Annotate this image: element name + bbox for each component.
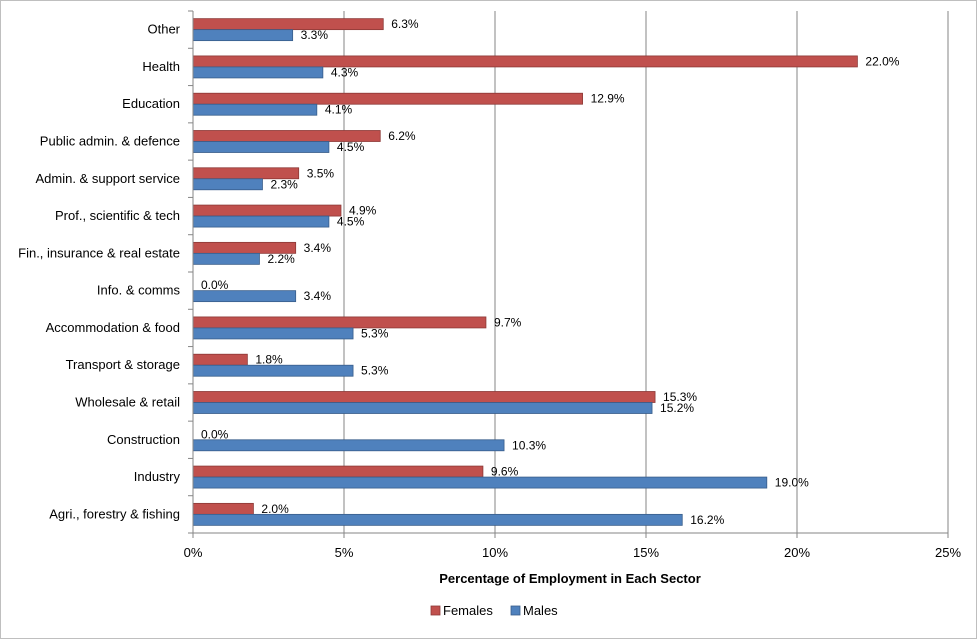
data-label-females-5: 4.9% bbox=[349, 204, 377, 218]
category-label-7: Info. & comms bbox=[97, 283, 181, 298]
data-label-females-8: 9.7% bbox=[494, 315, 522, 329]
bar-males-6 bbox=[192, 252, 260, 265]
bar-females-0 bbox=[192, 18, 384, 31]
data-label-males-13: 16.2% bbox=[690, 513, 724, 527]
bar-males-2 bbox=[192, 103, 318, 116]
category-label-10: Wholesale & retail bbox=[75, 395, 180, 410]
data-label-females-10: 15.3% bbox=[663, 390, 697, 404]
category-label-5: Prof., scientific & tech bbox=[55, 208, 180, 223]
x-tick-label-2: 10% bbox=[482, 545, 508, 560]
bar-females-10 bbox=[192, 391, 656, 403]
category-label-2: Education bbox=[122, 96, 180, 111]
data-label-males-2: 4.1% bbox=[325, 103, 353, 117]
data-label-males-5: 4.5% bbox=[337, 215, 365, 229]
data-label-females-3: 6.2% bbox=[388, 129, 416, 143]
legend: Females Males bbox=[430, 603, 558, 618]
data-label-males-10: 15.2% bbox=[660, 401, 694, 415]
data-label-females-13: 2.0% bbox=[261, 502, 289, 516]
data-label-females-0: 6.3% bbox=[391, 17, 419, 31]
legend-label-females: Females bbox=[443, 603, 493, 618]
bar-males-13 bbox=[192, 513, 683, 526]
data-label-males-12: 19.0% bbox=[775, 476, 809, 490]
category-label-9: Transport & storage bbox=[66, 357, 180, 372]
bar-males-5 bbox=[192, 215, 330, 228]
data-label-females-4: 3.5% bbox=[307, 166, 335, 180]
bar-males-10 bbox=[192, 402, 653, 414]
data-label-males-9: 5.3% bbox=[361, 364, 389, 378]
bar-males-9 bbox=[192, 364, 354, 377]
bar-females-2 bbox=[192, 92, 583, 105]
x-tick-label-5: 25% bbox=[935, 545, 961, 560]
category-label-3: Public admin. & defence bbox=[40, 134, 180, 149]
category-label-4: Admin. & support service bbox=[35, 171, 180, 186]
category-label-8: Accommodation & food bbox=[46, 320, 180, 335]
category-label-12: Industry bbox=[134, 469, 181, 484]
x-tick-label-0: 0% bbox=[184, 545, 203, 560]
x-tick-label-4: 20% bbox=[784, 545, 810, 560]
legend-swatch-males bbox=[510, 605, 521, 616]
category-label-1: Health bbox=[142, 59, 180, 74]
category-label-6: Fin., insurance & real estate bbox=[18, 245, 180, 260]
bar-females-13 bbox=[192, 502, 254, 515]
labels-layer: Other 6.3% 3.3% Health 22.0% 4.3% Education 12.… bbox=[18, 17, 900, 527]
bars-layer bbox=[192, 18, 858, 526]
axis-layer: 0% 5% 10% 15% 20% 25% bbox=[184, 10, 961, 560]
legend-swatch-females bbox=[430, 605, 441, 616]
category-label-11: Construction bbox=[107, 432, 180, 447]
bar-males-12 bbox=[192, 476, 768, 489]
bar-females-9 bbox=[192, 353, 248, 366]
bar-males-3 bbox=[192, 141, 330, 153]
data-label-males-4: 2.3% bbox=[270, 177, 298, 191]
bar-females-8 bbox=[192, 316, 487, 329]
data-label-males-6: 2.2% bbox=[267, 252, 295, 266]
category-label-13: Agri., forestry & fishing bbox=[49, 506, 180, 521]
bar-males-4 bbox=[192, 178, 263, 191]
bar-females-1 bbox=[192, 55, 858, 68]
category-label-0: Other bbox=[147, 22, 180, 37]
data-label-males-3: 4.5% bbox=[337, 140, 365, 154]
x-tick-label-1: 5% bbox=[335, 545, 354, 560]
data-label-males-0: 3.3% bbox=[301, 28, 329, 42]
bar-males-0 bbox=[192, 29, 294, 42]
data-label-females-9: 1.8% bbox=[255, 353, 283, 367]
x-axis-title: Percentage of Employment in Each Sector bbox=[439, 571, 701, 586]
legend-label-males: Males bbox=[523, 603, 558, 618]
data-label-females-2: 12.9% bbox=[591, 92, 625, 106]
data-label-males-1: 4.3% bbox=[331, 65, 359, 79]
bar-females-5 bbox=[192, 204, 342, 217]
data-label-females-11: 0.0% bbox=[201, 427, 229, 441]
x-tick-label-3: 15% bbox=[633, 545, 659, 560]
data-label-males-11: 10.3% bbox=[512, 438, 546, 452]
bar-males-7 bbox=[192, 290, 297, 303]
data-label-females-7: 0.0% bbox=[201, 278, 229, 292]
data-label-females-12: 9.6% bbox=[491, 465, 519, 479]
bar-males-1 bbox=[192, 66, 324, 79]
bar-females-12 bbox=[192, 465, 484, 478]
grid-layer bbox=[343, 11, 949, 533]
bar-males-11 bbox=[192, 439, 505, 452]
data-label-females-6: 3.4% bbox=[304, 241, 332, 255]
data-label-males-7: 3.4% bbox=[304, 289, 332, 303]
data-label-males-8: 5.3% bbox=[361, 326, 389, 340]
data-label-females-1: 22.0% bbox=[865, 54, 899, 68]
bar-males-8 bbox=[192, 327, 354, 340]
